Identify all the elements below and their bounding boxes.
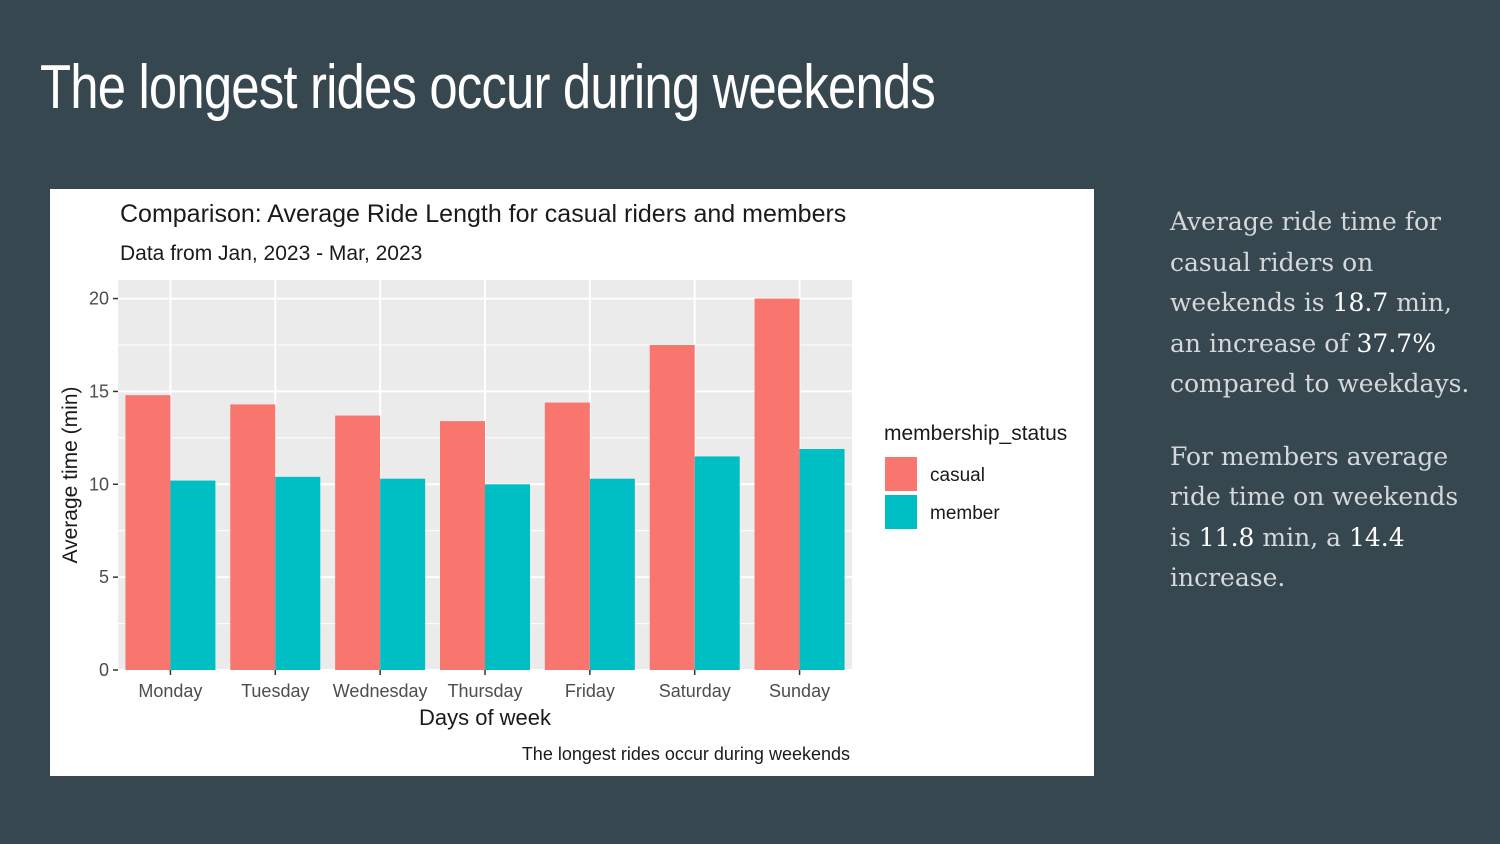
note-casual-text-3: compared to weekdays.: [1170, 369, 1470, 398]
bar-member-monday: [170, 480, 216, 670]
y-tick-label: 15: [89, 381, 109, 401]
slide-title: The longest rides occur during weekends: [40, 53, 936, 122]
x-tick-label: Thursday: [447, 681, 522, 701]
bar-member-sunday: [799, 449, 845, 670]
bar-member-friday: [589, 478, 635, 670]
y-tick-label: 5: [99, 567, 109, 587]
note-casual: Average ride time for casual riders on w…: [1170, 202, 1470, 405]
chart-card: Comparison: Average Ride Length for casu…: [50, 189, 1094, 776]
x-tick-label: Sunday: [769, 681, 830, 701]
y-tick-label: 10: [89, 474, 109, 494]
bar-casual-tuesday: [230, 404, 276, 670]
bar-member-saturday: [694, 456, 740, 670]
note-member: For members average ride time on weekend…: [1170, 437, 1470, 599]
bar-member-thursday: [485, 484, 530, 670]
legend-label-member: member: [930, 503, 1000, 524]
bar-casual-wednesday: [335, 415, 381, 670]
chart-title: Comparison: Average Ride Length for casu…: [120, 200, 846, 228]
legend-swatch-casual: [885, 457, 917, 491]
note-casual-value: 18.7: [1332, 288, 1389, 317]
legend-title: membership_status: [884, 422, 1067, 445]
legend-label-casual: casual: [930, 465, 985, 486]
x-tick-label: Monday: [138, 681, 202, 701]
x-tick-label: Saturday: [659, 681, 731, 701]
bar-chart: Comparison: Average Ride Length for casu…: [59, 200, 1067, 764]
bar-casual-monday: [125, 395, 171, 670]
y-tick-label: 20: [89, 289, 109, 309]
note-casual-text-2: min, an increase of: [1170, 288, 1452, 358]
note-member-text-1: For members average ride time on weekend…: [1170, 441, 1459, 552]
note-member-value: 11.8: [1198, 522, 1255, 552]
note-casual-text-1: Average ride time for casual riders on w…: [1170, 207, 1441, 317]
notes-panel: Average ride time for casual riders on w…: [1170, 202, 1470, 631]
x-tick-label: Wednesday: [333, 681, 428, 701]
bar-member-wednesday: [380, 478, 426, 670]
legend-swatch-member: [885, 495, 917, 529]
x-tick-label: Tuesday: [241, 681, 309, 701]
note-member-percent: 14.4: [1348, 522, 1405, 552]
y-axis-title: Average time (min): [59, 386, 82, 563]
bar-member-tuesday: [275, 476, 321, 670]
bar-casual-saturday: [649, 345, 695, 670]
bar-casual-sunday: [754, 298, 800, 670]
x-tick-label: Friday: [565, 681, 615, 701]
y-tick-label: 0: [99, 660, 109, 680]
bar-casual-thursday: [440, 421, 485, 670]
chart-caption: The longest rides occur during weekends: [522, 744, 850, 764]
note-member-text-2: min, a: [1254, 522, 1349, 552]
x-axis-title: Days of week: [419, 705, 552, 730]
bar-casual-friday: [544, 402, 590, 670]
note-casual-percent: 37.7%: [1356, 328, 1436, 358]
chart-subtitle: Data from Jan, 2023 - Mar, 2023: [120, 242, 422, 265]
note-member-text-3: increase.: [1170, 563, 1286, 592]
